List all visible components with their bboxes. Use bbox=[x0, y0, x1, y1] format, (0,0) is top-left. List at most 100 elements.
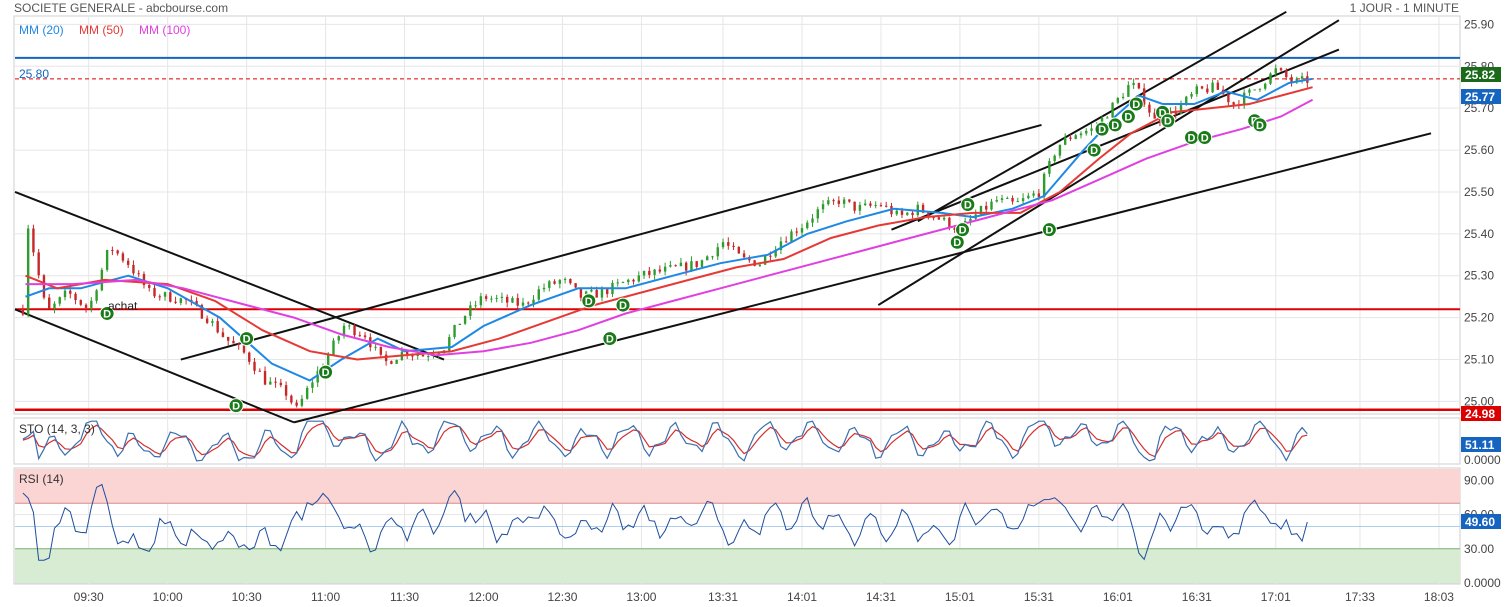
candle-body bbox=[1048, 161, 1051, 174]
rsi-tag-bg bbox=[1461, 514, 1501, 529]
candle-body bbox=[606, 289, 609, 295]
candle-body bbox=[874, 205, 877, 207]
sto-title: STO (14, 3, 3) bbox=[19, 422, 95, 436]
candle-body bbox=[84, 304, 88, 308]
candle-body bbox=[706, 256, 709, 261]
candle-body bbox=[1069, 137, 1072, 139]
candle-body bbox=[463, 315, 467, 324]
sto-k-line bbox=[22, 419, 1308, 462]
signal-marker-label: D bbox=[1256, 120, 1264, 132]
candle-body bbox=[927, 212, 930, 218]
signal-marker-label: D bbox=[243, 334, 251, 346]
y-tick-label: 25.50 bbox=[1464, 185, 1494, 199]
candle-body bbox=[448, 337, 451, 351]
candle-body bbox=[763, 255, 767, 265]
candle-body bbox=[69, 290, 72, 294]
candle-body bbox=[484, 296, 488, 299]
candle-body bbox=[885, 205, 888, 207]
candle-body bbox=[1158, 118, 1162, 123]
candle-body bbox=[969, 218, 972, 222]
signal-marker bbox=[239, 331, 255, 347]
candle-body bbox=[1190, 94, 1193, 97]
candle-body bbox=[327, 354, 330, 367]
candle-body bbox=[911, 212, 914, 216]
resistance-tag-bg bbox=[1461, 67, 1501, 82]
candle-body bbox=[158, 296, 161, 298]
candle-body bbox=[837, 200, 841, 204]
x-tick-label: 10:00 bbox=[153, 590, 183, 604]
candle-body bbox=[390, 361, 393, 364]
sto-tick-label: 0.0000 bbox=[1464, 453, 1501, 467]
mm20-line bbox=[25, 77, 1313, 382]
candle-body bbox=[1058, 144, 1062, 156]
candle-body bbox=[263, 371, 267, 385]
trend-line bbox=[14, 308, 295, 424]
rsi-tick-label: 0.0000 bbox=[1464, 576, 1501, 590]
candle-body bbox=[1090, 128, 1093, 131]
candle-body bbox=[548, 281, 551, 288]
candle-body bbox=[1211, 82, 1214, 93]
candle-body bbox=[248, 352, 251, 362]
candle-body bbox=[532, 299, 535, 304]
chart-title: SOCIETE GENERALE - abcbourse.com bbox=[14, 1, 228, 15]
candle-body bbox=[174, 301, 177, 303]
resistance-tag: 25.82 bbox=[1465, 68, 1495, 82]
candle-body bbox=[1085, 130, 1088, 134]
candle-body bbox=[337, 336, 340, 341]
candle-body bbox=[684, 262, 688, 271]
rsi-overbought-zone bbox=[15, 469, 1460, 504]
candle-body bbox=[711, 256, 714, 258]
candle-body bbox=[226, 336, 230, 341]
candle-body bbox=[1132, 82, 1135, 86]
x-tick-label: 11:30 bbox=[390, 590, 419, 604]
candle-body bbox=[516, 298, 519, 306]
candle-body bbox=[521, 302, 525, 306]
signal-marker bbox=[1252, 117, 1268, 133]
candle-body bbox=[679, 262, 683, 267]
chart-period: 1 JOUR - 1 MINUTE bbox=[1350, 1, 1459, 15]
candle-body bbox=[737, 246, 741, 254]
candle-body bbox=[242, 344, 246, 353]
candle-body bbox=[779, 241, 783, 250]
signal-marker-label: D bbox=[1098, 124, 1106, 136]
candle-body bbox=[258, 370, 261, 372]
candle-body bbox=[632, 279, 635, 282]
candle-body bbox=[1000, 198, 1004, 200]
signal-marker bbox=[960, 197, 976, 213]
candle-body bbox=[669, 265, 672, 267]
sto-tag-bg bbox=[1461, 437, 1501, 452]
candle-body bbox=[74, 293, 77, 301]
x-tick-label: 14:01 bbox=[787, 590, 817, 604]
candle-body bbox=[663, 266, 667, 272]
candle-body bbox=[637, 275, 640, 282]
signal-marker-label: D bbox=[1188, 132, 1196, 144]
last-price-tag: 25.77 bbox=[1465, 90, 1495, 104]
candle-body bbox=[642, 270, 646, 276]
y-tick-label: 25.00 bbox=[1464, 394, 1494, 408]
last-price-tag-bg bbox=[1461, 89, 1501, 104]
candle-body bbox=[795, 231, 798, 233]
candle-body bbox=[537, 289, 540, 300]
candle-body bbox=[421, 354, 425, 357]
candle-body bbox=[542, 287, 546, 290]
candle-body bbox=[48, 297, 51, 309]
candle-body bbox=[574, 283, 577, 288]
candle-body bbox=[700, 260, 704, 267]
signal-marker bbox=[602, 331, 618, 347]
candle-body bbox=[511, 298, 514, 303]
legend-mm20: MM (20) bbox=[19, 23, 64, 37]
candle-body bbox=[600, 289, 604, 298]
y-tick-label: 25.70 bbox=[1464, 101, 1494, 115]
candle-body bbox=[1248, 89, 1251, 93]
candle-body bbox=[142, 274, 146, 286]
candle-body bbox=[937, 217, 941, 220]
signal-marker-label: D bbox=[1159, 107, 1167, 119]
sto-tag: 51.11 bbox=[1465, 438, 1495, 452]
candle-body bbox=[790, 231, 793, 242]
sto-d-line bbox=[22, 422, 1308, 458]
candle-body bbox=[621, 282, 625, 284]
candle-body bbox=[53, 303, 56, 309]
candle-body bbox=[221, 332, 225, 337]
